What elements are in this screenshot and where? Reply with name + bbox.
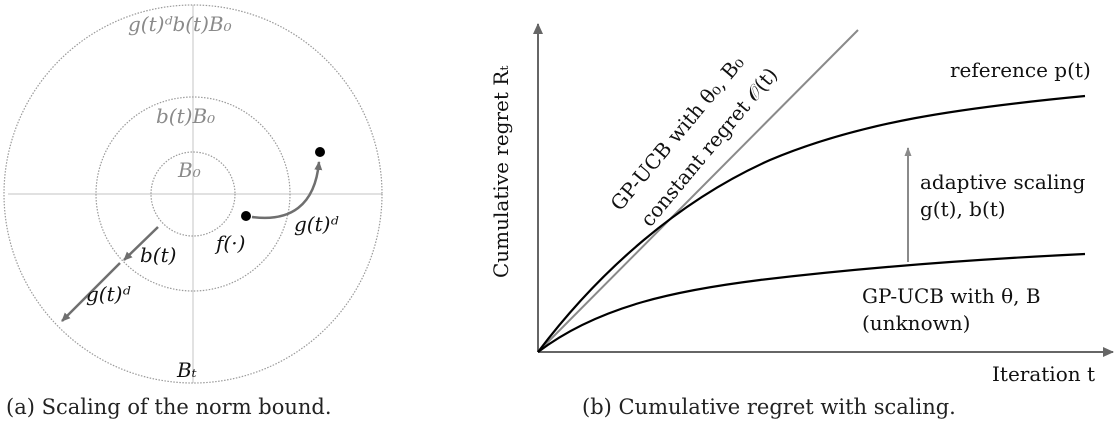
panel-a-diagram: g(t)ᵈb(t)B₀ b(t)B₀ B₀ b(t) g(t)ᵈ g(t)ᵈ f… — [3, 4, 383, 384]
label-lower-2: (unknown) — [862, 311, 970, 335]
label-function-point: f(·) — [214, 231, 245, 255]
point-f — [241, 211, 251, 221]
y-axis-label: Cumulative regret Rₜ — [489, 66, 513, 278]
label-outer-circle: g(t)ᵈb(t)B₀ — [128, 12, 232, 36]
panel-b-plot: Cumulative regret Rₜ Iteration t referen… — [489, 23, 1114, 386]
label-adaptive-2: g(t), b(t) — [920, 197, 1006, 221]
label-arrow-b: b(t) — [140, 243, 176, 267]
caption-panel-b: (b) Cumulative regret with scaling. — [582, 395, 956, 419]
outer-circle — [3, 4, 383, 384]
lower-curve — [537, 252, 1086, 353]
label-arrow-g: g(t)ᵈ — [86, 282, 130, 306]
inner-circle — [150, 151, 236, 237]
arrow-g-of-t-d — [61, 262, 121, 322]
point-scaled — [315, 147, 325, 157]
arrow-b-of-t — [123, 226, 159, 261]
middle-circle — [95, 96, 291, 292]
curved-arrow — [251, 161, 323, 220]
caption-panel-a: (a) Scaling of the norm bound. — [6, 395, 332, 419]
label-lower-1: GP-UCB with θ, B — [862, 284, 1041, 308]
x-axis-label: Iteration t — [992, 362, 1095, 386]
label-middle-circle: b(t)B₀ — [156, 104, 215, 128]
label-adaptive-1: adaptive scaling — [920, 170, 1085, 194]
linear-regret-line — [537, 29, 859, 353]
reference-curve — [537, 94, 1086, 353]
label-inner-circle: B₀ — [177, 158, 201, 182]
label-bt: Bₜ — [176, 358, 197, 382]
label-reference: reference p(t) — [950, 58, 1091, 82]
label-curved-arrow: g(t)ᵈ — [294, 212, 338, 236]
